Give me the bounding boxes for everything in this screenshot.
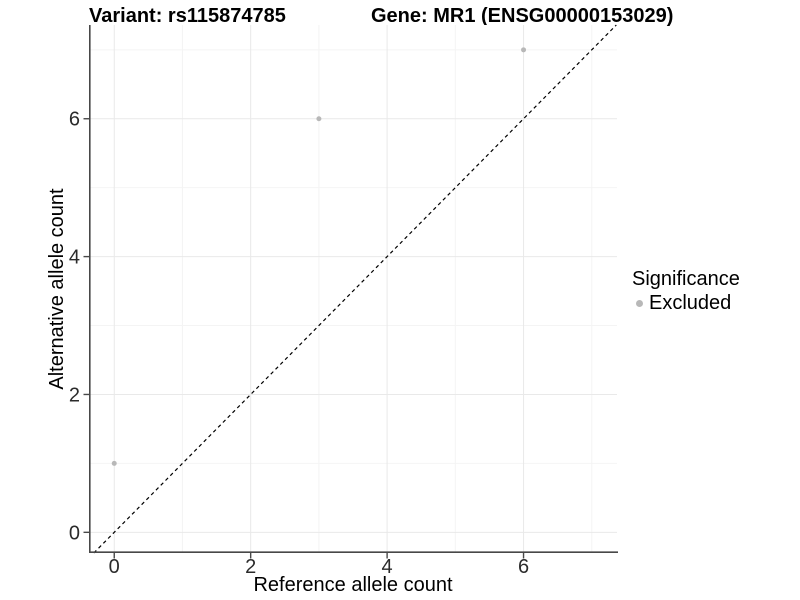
x-tick-label: 4 (382, 556, 393, 578)
x-tick-label: 0 (109, 556, 120, 578)
legend-item-excluded: Excluded (632, 292, 740, 315)
data-point (111, 460, 117, 466)
data-point (521, 47, 527, 53)
plot-title-variant: Variant: rs115874785 (89, 5, 286, 27)
y-axis-label: Alternative allele count (46, 188, 68, 390)
legend-item-label: Excluded (649, 292, 732, 314)
plot-panel: 0 2 4 6 0 2 4 6 (69, 24, 618, 578)
plot-title-gene: Gene: MR1 (ENSG00000153029) (371, 5, 674, 27)
x-tick-label: 6 (518, 556, 529, 578)
y-tick-label: 2 (69, 384, 80, 406)
legend: Significance Excluded (632, 268, 740, 315)
identity-line (93, 24, 617, 554)
x-tick-label: 2 (245, 556, 256, 578)
x-axis-label: Reference allele count (253, 574, 453, 596)
plot-canvas: 0 2 4 6 0 2 4 6 (69, 24, 618, 578)
y-tick-label: 6 (69, 109, 80, 131)
legend-title: Significance (632, 268, 740, 290)
y-tick-label: 4 (69, 247, 80, 269)
y-tick-label: 0 (69, 522, 80, 544)
data-point (316, 116, 322, 122)
legend-point-icon (636, 300, 643, 307)
